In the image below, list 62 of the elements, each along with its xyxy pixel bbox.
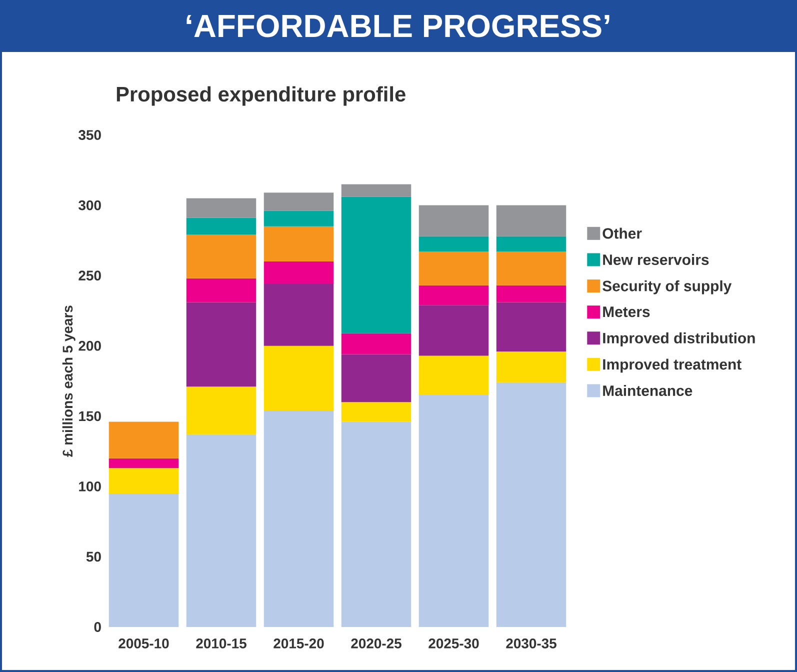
legend-label: Maintenance (603, 385, 692, 396)
bar (264, 410, 334, 627)
bar (341, 422, 412, 627)
chart-title: ‘AFFORDABLE PROGRESS’ (186, 14, 610, 38)
x-tick-label: 2005-10 (118, 638, 169, 648)
bar (108, 493, 179, 627)
y-tick-label: 150 (79, 411, 101, 422)
bar (496, 302, 566, 352)
bar (264, 226, 334, 262)
bar (264, 192, 334, 211)
bar (418, 305, 489, 356)
chart-subtitle: Proposed expenditure profile (116, 86, 406, 106)
bar (186, 198, 256, 218)
legend-label: Meters (603, 306, 650, 318)
bar (341, 184, 412, 197)
bar (108, 422, 179, 458)
bar (418, 252, 489, 286)
bar (496, 382, 566, 627)
legend-label: New reservoirs (603, 254, 709, 266)
bar (264, 210, 334, 226)
legend-label: Other (602, 228, 642, 239)
y-tick-label: 300 (78, 200, 101, 210)
bar (264, 262, 334, 284)
legend-label: Security of supply (602, 280, 732, 294)
y-tick-label: 100 (79, 481, 101, 492)
y-tick-label: 200 (78, 340, 101, 351)
bar (186, 302, 256, 387)
bar (186, 218, 256, 235)
y-tick-label: 50 (86, 552, 101, 562)
x-tick-label: 2010-15 (196, 638, 246, 648)
bar (186, 234, 256, 278)
bar (496, 285, 566, 302)
y-tick-label: 250 (78, 270, 101, 281)
bar (108, 468, 179, 494)
y-tick-label: 0 (94, 622, 101, 632)
y-axis-title: £ millions each 5 years (62, 306, 76, 457)
bar (496, 205, 566, 236)
bar (108, 458, 179, 468)
bar (418, 236, 489, 252)
bar (496, 236, 566, 252)
bar (264, 284, 334, 346)
x-tick-label: 2015-20 (274, 638, 324, 648)
x-tick-label: 2030-35 (506, 638, 556, 648)
bar (418, 285, 489, 306)
bar (264, 346, 334, 411)
bar (496, 351, 566, 382)
bar (186, 434, 256, 627)
bar (186, 386, 256, 434)
bar (341, 402, 412, 422)
bar (186, 278, 256, 302)
bar (341, 196, 412, 334)
x-tick-label: 2025-30 (428, 638, 479, 648)
legend-label: Improved distribution (603, 332, 755, 346)
bar (341, 333, 412, 354)
legend-label: Improved treatment (603, 358, 742, 373)
x-tick-label: 2020-25 (351, 638, 402, 648)
y-tick-label: 350 (78, 130, 101, 140)
bar (341, 354, 412, 402)
bar (418, 205, 489, 236)
bar (418, 356, 489, 396)
bar (418, 395, 489, 627)
bar (496, 252, 566, 286)
